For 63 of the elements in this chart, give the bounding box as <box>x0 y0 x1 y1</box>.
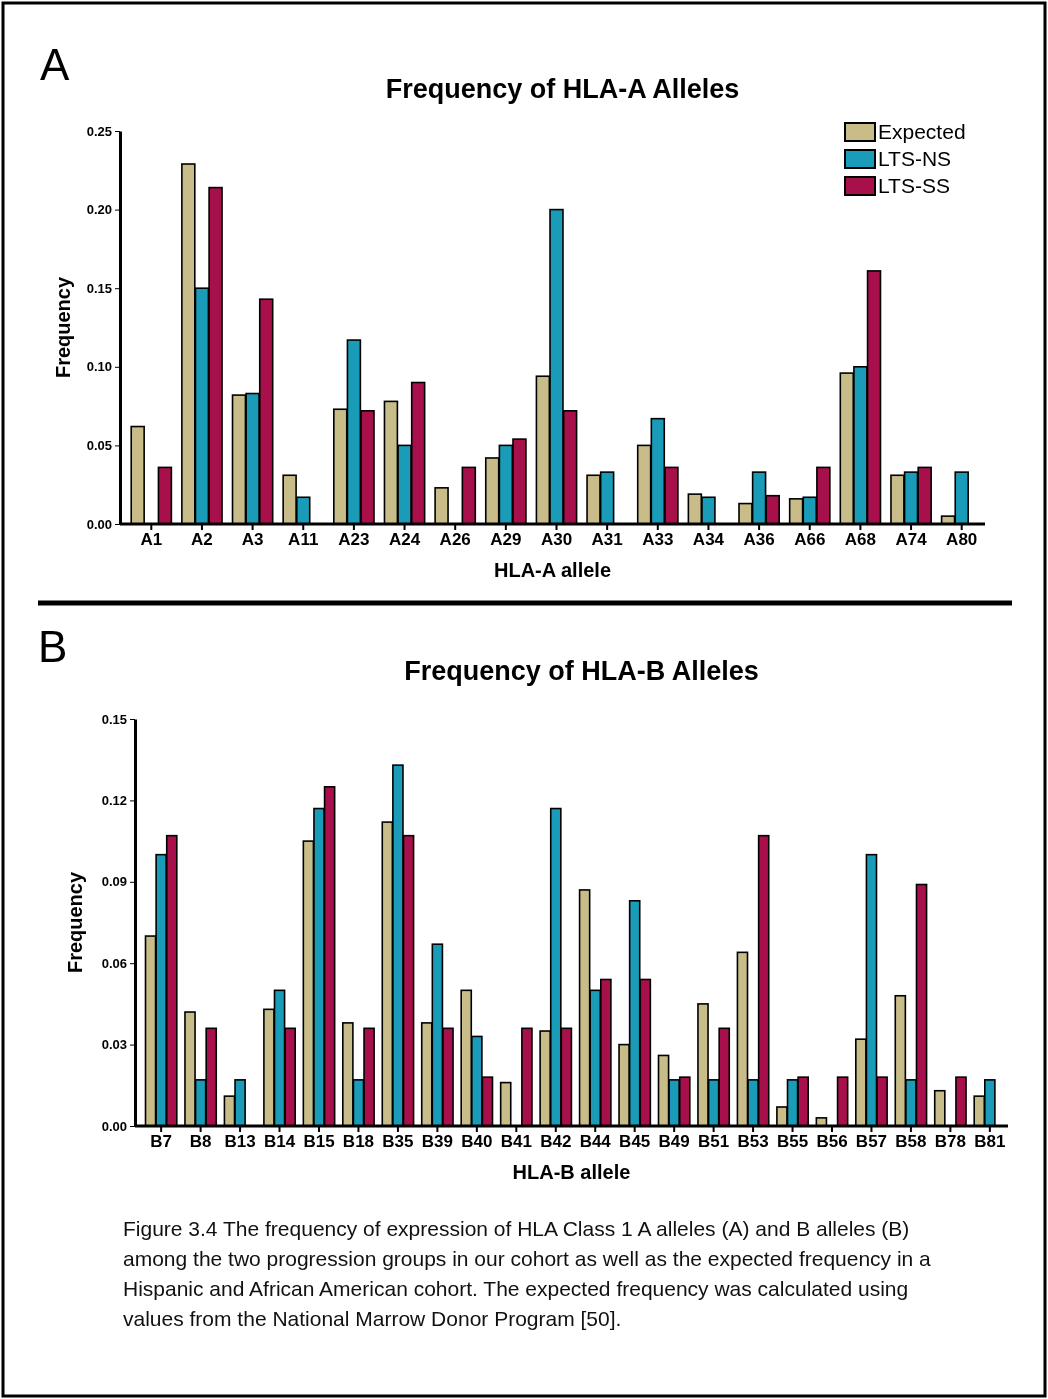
x-tick-label: A24 <box>388 530 421 550</box>
x-axis-title: HLA-B allele <box>512 1161 631 1183</box>
x-tick-label: B57 <box>855 1132 888 1152</box>
x-tick-label: B81 <box>974 1132 1006 1152</box>
x-tick-label: A2 <box>191 530 213 550</box>
y-tick-label: 0.15 <box>101 711 127 727</box>
x-tick-label: B15 <box>303 1132 335 1152</box>
x-tick-label: B18 <box>342 1132 375 1152</box>
legend-label: Expected <box>878 120 966 143</box>
x-tick-label: A29 <box>490 530 522 550</box>
y-tick-label: 0.25 <box>86 123 112 139</box>
y-tick-label: 0.10 <box>86 359 112 375</box>
chart-title: Frequency of HLA-B Alleles <box>404 656 759 686</box>
x-tick-label: B39 <box>421 1132 453 1152</box>
x-tick-label: B44 <box>579 1132 612 1152</box>
y-axis-title: Frequency <box>64 871 86 974</box>
x-tick-label: B49 <box>658 1132 690 1152</box>
x-tick-label: B56 <box>816 1132 848 1152</box>
x-tick-label: B58 <box>895 1132 927 1152</box>
x-tick-label: A36 <box>743 530 775 550</box>
x-tick-label: A68 <box>844 530 876 550</box>
x-tick-label: B42 <box>540 1132 572 1152</box>
x-tick-label: A1 <box>140 530 163 550</box>
y-tick-label: 0.06 <box>101 955 127 971</box>
x-tick-label: A34 <box>692 530 725 550</box>
x-axis-title: HLA-A allele <box>493 559 612 581</box>
x-tick-label: B78 <box>934 1132 966 1152</box>
x-tick-label: B13 <box>224 1132 256 1152</box>
y-tick-label: 0.05 <box>86 438 112 454</box>
y-tick-label: 0.09 <box>101 874 127 890</box>
x-tick-label: A33 <box>642 530 674 550</box>
y-tick-label: 0.15 <box>86 280 112 296</box>
x-tick-label: B7 <box>150 1132 173 1152</box>
x-tick-label: A74 <box>895 530 928 550</box>
y-tick-label: 0.12 <box>101 793 127 809</box>
x-tick-label: A31 <box>591 530 623 550</box>
y-tick-label: 0.20 <box>86 202 112 218</box>
y-tick-label: 0.03 <box>101 1037 127 1053</box>
caption: Figure 3.4 The frequency of expression of HLA Class 1 A alleles (A) and B alleles (B) among the two progression groups in our cohort as well as the expected frequency in a Hispanic and African American cohort. The expected frequency was calculated using values from the National Marrow Donor Program [50]. <box>123 1216 932 1332</box>
legend-label: LTS-SS <box>878 174 950 197</box>
x-tick-label: B8 <box>189 1132 212 1152</box>
x-tick-label: A23 <box>338 530 370 550</box>
x-tick-label: A3 <box>241 530 264 550</box>
x-tick-label: B14 <box>263 1132 296 1152</box>
x-tick-label: B45 <box>619 1132 651 1152</box>
x-tick-label: B55 <box>776 1132 809 1152</box>
x-tick-label: A11 <box>288 530 319 550</box>
x-tick-label: A26 <box>439 530 471 550</box>
legend-label: LTS-NS <box>878 147 952 170</box>
chart-title: Frequency of HLA-A Alleles <box>385 74 740 104</box>
x-tick-label: A66 <box>794 530 826 550</box>
x-tick-label: A80 <box>946 530 978 550</box>
y-tick-label: 0.00 <box>101 1118 127 1134</box>
y-tick-label: 0.00 <box>86 516 112 532</box>
x-tick-label: B41 <box>500 1132 532 1152</box>
x-tick-label: B35 <box>382 1132 414 1152</box>
text: A <box>40 40 70 89</box>
text: B <box>38 622 68 671</box>
x-tick-label: A30 <box>540 530 573 550</box>
x-tick-label: B51 <box>698 1132 730 1152</box>
y-axis-title: Frequency <box>52 276 74 379</box>
x-tick-label: B40 <box>461 1132 493 1152</box>
x-tick-label: B53 <box>737 1132 769 1152</box>
